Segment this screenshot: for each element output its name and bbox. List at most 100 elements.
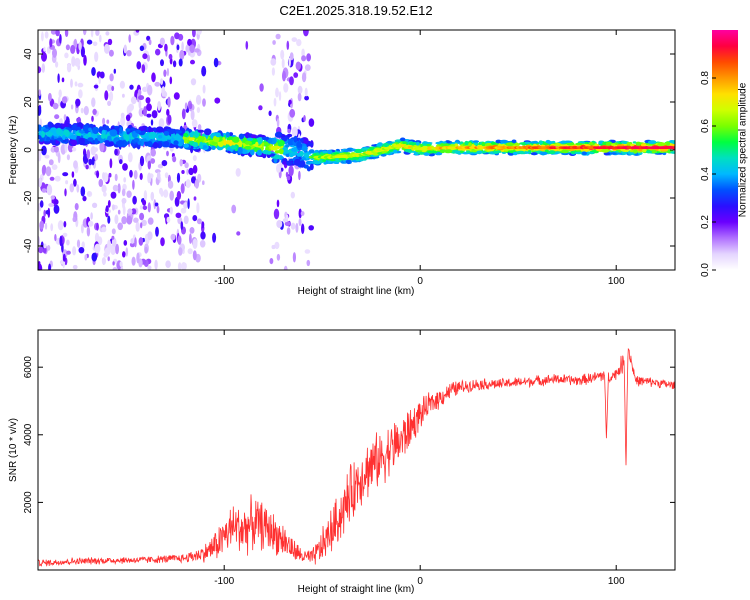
- heatmap-cell: [308, 118, 315, 127]
- heatmap-cell: [138, 237, 144, 246]
- heatmap-cell: [55, 30, 60, 37]
- heatmap-cell: [140, 222, 143, 229]
- heatmap-cell: [107, 215, 111, 224]
- heatmap-cell: [178, 247, 183, 256]
- heatmap-cell: [155, 126, 164, 133]
- heatmap-cell: [38, 134, 42, 140]
- heatmap-cell: [71, 171, 75, 178]
- heatmap-cell: [117, 183, 121, 194]
- heatmap-cell: [230, 145, 238, 150]
- heatmap-cell: [286, 133, 293, 138]
- heatmap-cell: [185, 44, 190, 53]
- heatmap-cell: [192, 164, 198, 174]
- heatmap-cell: [272, 40, 276, 45]
- heatmap-cell: [142, 53, 148, 60]
- colorbar-tick-label: 0.0: [700, 263, 711, 277]
- heatmap-cell: [41, 63, 45, 73]
- heatmap-cell: [476, 150, 483, 155]
- heatmap-cell: [184, 162, 189, 169]
- heatmap-cell: [274, 154, 281, 160]
- heatmap-cell: [44, 31, 49, 39]
- heatmap-cell: [75, 98, 81, 107]
- heatmap-cell: [177, 235, 182, 245]
- heatmap-cell: [109, 129, 118, 137]
- heatmap-cell: [160, 136, 166, 142]
- heatmap-cell: [64, 141, 68, 153]
- heatmap-cell: [225, 131, 230, 138]
- heatmap-cell: [542, 143, 549, 146]
- heatmap-cell: [358, 157, 365, 161]
- heatmap-cell: [116, 140, 125, 148]
- heatmap-cell: [147, 265, 152, 270]
- heatmap-cell: [111, 235, 115, 240]
- heatmap-cell: [295, 61, 301, 71]
- heatmap-cell: [62, 172, 69, 177]
- heatmap-cell: [117, 209, 121, 215]
- heatmap-cell: [632, 141, 637, 144]
- heatmap-cell: [268, 110, 272, 117]
- heatmap-cell: [119, 80, 125, 89]
- heatmap-cell: [611, 143, 616, 147]
- heatmap-cell: [298, 218, 302, 227]
- heatmap-cell: [110, 244, 116, 255]
- heatmap-cell: [163, 91, 168, 98]
- heatmap-cell: [148, 131, 156, 140]
- heatmap-cell: [114, 148, 118, 156]
- heatmap-cell: [61, 123, 69, 128]
- heatmap-cell: [183, 215, 189, 225]
- heatmap-cell: [616, 152, 623, 155]
- heatmap-ytick-label: 40: [23, 48, 34, 60]
- heatmap-cell: [383, 142, 390, 148]
- heatmap-cell: [160, 237, 165, 247]
- heatmap-cell: [621, 149, 630, 152]
- heatmap-cell: [661, 142, 667, 146]
- heatmap-cell: [91, 157, 95, 166]
- heatmap-cell: [142, 199, 147, 206]
- heatmap-cell: [38, 263, 43, 270]
- heatmap-cell: [103, 191, 107, 197]
- heatmap-cell: [43, 209, 46, 217]
- heatmap-cell: [286, 40, 290, 50]
- heatmap-cell: [64, 30, 69, 37]
- heatmap-cell: [157, 164, 164, 169]
- heatmap-cell: [88, 158, 93, 166]
- heatmap-cell: [293, 135, 298, 143]
- heatmap-cell: [112, 267, 118, 270]
- heatmap-cell: [111, 237, 117, 247]
- heatmap-cell: [128, 103, 134, 112]
- heatmap-xtick-label: 0: [417, 276, 423, 287]
- heatmap-cell: [426, 143, 431, 147]
- heatmap-cell: [83, 105, 89, 116]
- heatmap-cell: [189, 103, 193, 110]
- heatmap-cell: [291, 37, 298, 42]
- heatmap-cell: [166, 136, 172, 140]
- heatmap-cell: [38, 66, 42, 74]
- heatmap-cell: [154, 81, 161, 87]
- heatmap-cell: [202, 84, 206, 94]
- heatmap-cell: [343, 149, 348, 153]
- heatmap-cell: [66, 239, 70, 246]
- heatmap-cell: [38, 177, 42, 188]
- heatmap-cell: [232, 136, 240, 143]
- heatmap-cell: [106, 140, 110, 147]
- heatmap-cell: [158, 118, 165, 129]
- heatmap-cell: [368, 156, 375, 160]
- heatmap-cell: [495, 139, 502, 144]
- heatmap-cell: [196, 107, 201, 113]
- heatmap-cell: [76, 239, 81, 248]
- heatmap-cell: [289, 76, 294, 86]
- heatmap-cell: [276, 253, 281, 261]
- heatmap-cell: [190, 109, 195, 121]
- heatmap-cell: [78, 89, 83, 99]
- heatmap-cell: [143, 106, 148, 117]
- heatmap-cell: [259, 83, 264, 92]
- heatmap-cell: [55, 61, 59, 68]
- heatmap-cell: [72, 264, 78, 270]
- heatmap-cell: [231, 204, 237, 214]
- colorbar-gradient: [712, 30, 738, 270]
- heatmap-cell: [92, 126, 100, 134]
- heatmap-cell: [287, 128, 291, 134]
- heatmap-cell: [671, 146, 675, 149]
- heatmap-cell: [188, 182, 191, 187]
- heatmap-cell: [147, 141, 153, 147]
